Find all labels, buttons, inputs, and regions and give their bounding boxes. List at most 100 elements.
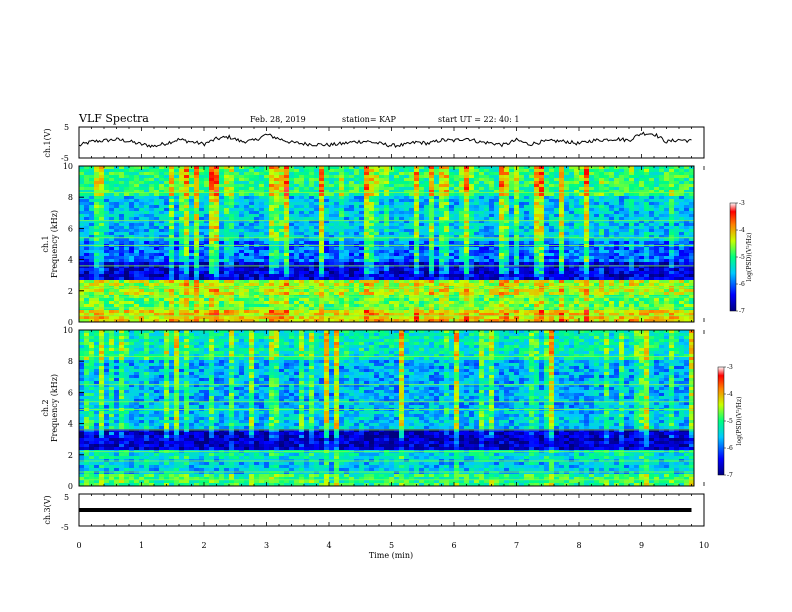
ch1-spectrogram-cell bbox=[229, 205, 235, 209]
ch1-spectrogram-cell bbox=[554, 256, 560, 260]
ch1-spectrogram-cell bbox=[349, 265, 355, 269]
ch1-spectrogram-cell bbox=[679, 196, 685, 200]
ch1-spectrogram-cell bbox=[564, 277, 570, 281]
ch1-spectrogram-cell bbox=[109, 235, 115, 239]
ch1-spectrogram-cell bbox=[589, 220, 595, 224]
ch1-spectrogram-cell bbox=[584, 280, 590, 284]
ch1-spectrogram-cell bbox=[399, 283, 405, 287]
ch1-spectrogram-cell bbox=[479, 256, 485, 260]
ch1-spectrogram-cell bbox=[654, 205, 660, 209]
ch1-spectrogram-cell bbox=[184, 280, 190, 284]
ch1-spectrogram-cell bbox=[269, 277, 275, 281]
ch1-spectrogram-cell bbox=[349, 283, 355, 287]
ch1-spectrogram-cell bbox=[499, 262, 505, 266]
ch1-spectrogram-cell bbox=[319, 169, 325, 173]
ch1-spectrogram-cell bbox=[544, 223, 550, 227]
ch1-spectrogram-cell bbox=[579, 187, 585, 191]
ch1-spectrogram-cell bbox=[679, 256, 685, 260]
ch1-spectrogram-cell bbox=[274, 220, 280, 224]
ch1-spectrogram-cell bbox=[249, 220, 255, 224]
ch1-spectrogram-cell bbox=[389, 169, 395, 173]
ch1-spectrogram-cell bbox=[314, 178, 320, 182]
ch1-spectrogram-cell bbox=[479, 268, 485, 272]
ch1-spectrogram-cell bbox=[639, 271, 645, 275]
ch1-spectrogram-cell bbox=[604, 205, 610, 209]
ch1-spectrogram-cell bbox=[464, 274, 470, 278]
ch1-spectrogram-cell bbox=[174, 280, 180, 284]
ch1-spectrogram-cell bbox=[614, 214, 620, 218]
ch1-spectrogram-cell bbox=[79, 235, 85, 239]
ch1-spectrogram-cell bbox=[84, 226, 90, 230]
ch1-spectrogram-cell bbox=[274, 235, 280, 239]
ch1-spectrogram-cell bbox=[199, 280, 205, 284]
ch1-spectrogram-cell bbox=[299, 190, 305, 194]
ch1-spectrogram-cell bbox=[229, 265, 235, 269]
ch1-spectrogram-cell bbox=[474, 202, 480, 206]
ch1-spectrogram-cell bbox=[194, 217, 200, 221]
ch1-spectrogram-cell bbox=[84, 169, 90, 173]
ch1-spectrogram-cell bbox=[569, 256, 575, 260]
ch1-spectrogram-cell bbox=[129, 268, 135, 272]
ch1-spectrogram-cell bbox=[174, 190, 180, 194]
ch1-spectrogram-cell bbox=[459, 280, 465, 284]
ch1-spectrogram-cell bbox=[644, 184, 650, 188]
ch1-spectrogram-cell bbox=[149, 247, 155, 251]
ch1-spectrogram-cell bbox=[324, 217, 330, 221]
ch1-spectrogram-cell bbox=[159, 247, 165, 251]
ch1-spectrogram-cell bbox=[434, 256, 440, 260]
ch1-spectrogram-cell bbox=[279, 256, 285, 260]
ch1-spectrogram-cell bbox=[674, 211, 680, 215]
ch1-spectrogram-cell bbox=[99, 283, 105, 287]
ch1-spectrogram-cell bbox=[584, 235, 590, 239]
ch1-spectrogram-cell bbox=[154, 241, 160, 245]
ch1-spectrogram-cell bbox=[544, 166, 550, 170]
ch1-spectrogram-cell bbox=[629, 262, 635, 266]
ch1-spectrogram-cell bbox=[474, 193, 480, 197]
ch1-spectrogram-cell bbox=[434, 247, 440, 251]
ch1-spectrogram-cell bbox=[599, 217, 605, 221]
ch1-spectrogram-cell bbox=[164, 250, 170, 254]
ch1-spectrogram-cell bbox=[484, 223, 490, 227]
ch1-spectrogram-cell bbox=[324, 172, 330, 176]
ch1-spectrogram-cell bbox=[579, 241, 585, 245]
ch1-spectrogram-cell bbox=[689, 193, 695, 197]
ch1-spectrogram-cell bbox=[659, 181, 665, 185]
ch1-spectrogram-cell bbox=[299, 172, 305, 176]
ch1-spectrogram-cell bbox=[409, 226, 415, 230]
ch1-spectrogram-cell bbox=[259, 229, 265, 233]
ch1-spectrogram-cell bbox=[289, 217, 295, 221]
ch1-spectrogram-cell bbox=[469, 220, 475, 224]
ch1-spectrogram-cell bbox=[329, 274, 335, 278]
ch1-spectrogram-cell bbox=[444, 217, 450, 221]
ch1-spectrogram-cell bbox=[209, 211, 215, 215]
ch1-spectrogram-cell bbox=[454, 181, 460, 185]
ch1-spectrogram-cell bbox=[304, 229, 310, 233]
ch1-spectrogram-cell bbox=[479, 187, 485, 191]
ch1-spectrogram-cell bbox=[584, 184, 590, 188]
ch1-spectrogram-cell bbox=[404, 238, 410, 242]
ch1-spectrogram-cell bbox=[99, 226, 105, 230]
ch1-spectrogram-cell bbox=[304, 253, 310, 257]
ch1-spectrogram-cell bbox=[79, 268, 85, 272]
ch1-spectrogram-cell bbox=[444, 265, 450, 269]
ch1-spectrogram-cell bbox=[234, 172, 240, 176]
ch1-spectrogram-cell bbox=[384, 256, 390, 260]
ch1-spectrogram-cell bbox=[309, 247, 315, 251]
ch1-spectrogram-cell bbox=[539, 283, 545, 287]
ch1-spectrogram-cell bbox=[539, 223, 545, 227]
ch1-spectrogram-cell bbox=[309, 205, 315, 209]
ch1-spectrogram-cell bbox=[119, 196, 125, 200]
ch1-spectrogram-cell bbox=[614, 190, 620, 194]
ch1-spectrogram-cell bbox=[454, 256, 460, 260]
ch1-spectrogram-cell bbox=[84, 187, 90, 191]
ch1-spectrogram-cell bbox=[79, 166, 85, 170]
ch1-spectrogram-cell bbox=[554, 271, 560, 275]
ch1-spectrogram-cell bbox=[659, 238, 665, 242]
ch1-spectrogram-cell bbox=[659, 280, 665, 284]
ch1-spectrogram-cell bbox=[649, 223, 655, 227]
ch1-spectrogram-cell bbox=[534, 250, 540, 254]
ch1-spectrogram-cell bbox=[329, 271, 335, 275]
ch1-spectrogram-cell bbox=[574, 193, 580, 197]
ch1-spectrogram-cell bbox=[224, 229, 230, 233]
ch1-spectrogram-cell bbox=[569, 217, 575, 221]
